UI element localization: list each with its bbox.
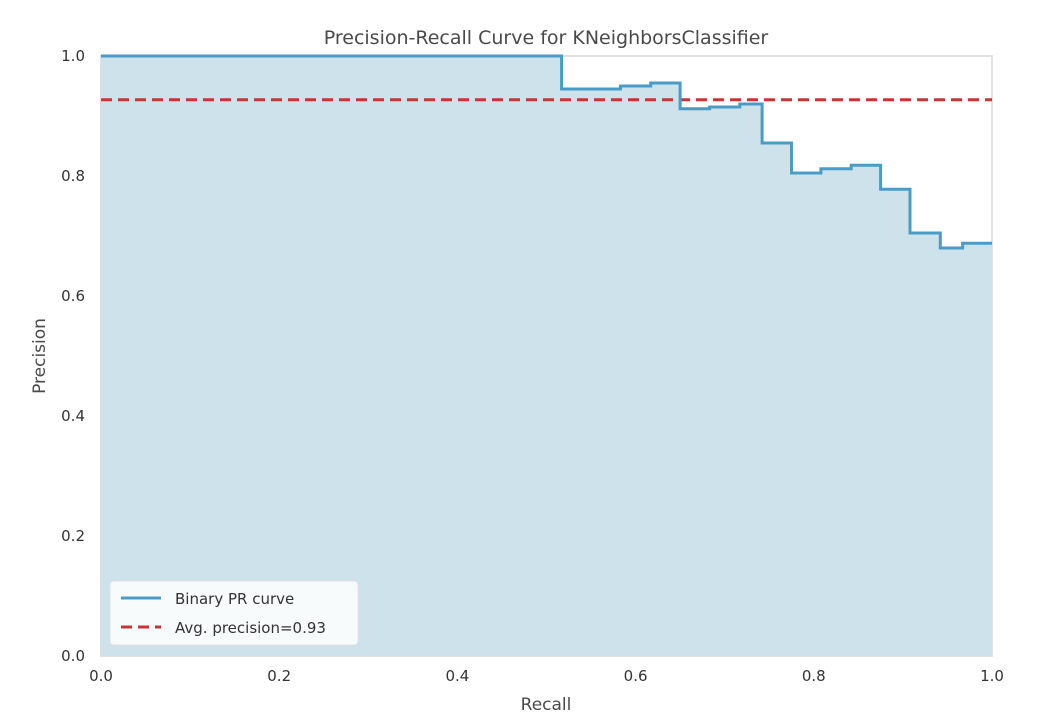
legend-label-avg-precision: Avg. precision=0.93 (175, 619, 326, 637)
x-tick-label: 0.8 (802, 667, 826, 685)
chart-title: Precision-Recall Curve for KNeighborsCla… (324, 27, 769, 49)
x-tick-label: 0.0 (89, 667, 113, 685)
pr-curve-area (101, 56, 992, 656)
y-tick-label: 0.6 (61, 287, 85, 305)
pr-curve-line (101, 54, 992, 250)
x-axis-ticks: 0.0 0.2 0.4 0.6 0.8 1.0 (89, 667, 1004, 685)
x-axis-label: Recall (521, 695, 572, 715)
plot-area (100, 54, 993, 657)
x-tick-label: 1.0 (980, 667, 1004, 685)
legend-box (109, 580, 359, 646)
y-axis-ticks: 0.0 0.2 0.4 0.6 0.8 1.0 (61, 47, 85, 665)
y-tick-label: 0.4 (61, 407, 85, 425)
legend-label-pr-curve: Binary PR curve (175, 590, 294, 608)
legend: Binary PR curve Avg. precision=0.93 (109, 580, 359, 646)
y-tick-label: 0.0 (61, 647, 85, 665)
x-tick-label: 0.4 (445, 667, 469, 685)
y-tick-label: 0.2 (61, 527, 85, 545)
x-tick-label: 0.2 (267, 667, 291, 685)
y-tick-label: 1.0 (61, 47, 85, 65)
x-tick-label: 0.6 (624, 667, 648, 685)
y-tick-label: 0.8 (61, 167, 85, 185)
y-axis-label: Precision (30, 318, 50, 394)
